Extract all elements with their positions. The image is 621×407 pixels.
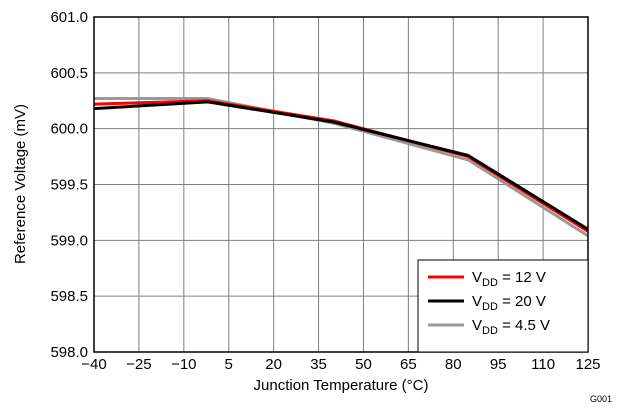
y-tick-label: 599.0 (50, 232, 88, 249)
y-tick-label: 601.0 (50, 9, 88, 26)
y-tick-label: 598.5 (50, 288, 88, 305)
x-tick-label: 80 (445, 356, 462, 373)
series-line (94, 100, 588, 231)
legend: VDD = 12 V VDD = 20 V VDD = 4.5 V (417, 259, 589, 353)
y-tick-label: 600.0 (50, 121, 88, 138)
x-tick-labels: −40 −25 −10 5 20 35 50 65 80 95 110 125 (81, 356, 600, 373)
x-tick-label: 125 (575, 356, 600, 373)
x-tick-label: −25 (126, 356, 151, 373)
x-tick-label: 20 (265, 356, 282, 373)
figure-id: G001 (590, 394, 612, 404)
y-tick-labels: 598.0 598.5 599.0 599.5 600.0 600.5 601.0 (50, 9, 88, 361)
x-tick-label: 65 (400, 356, 417, 373)
series-layer (94, 97, 588, 238)
x-tick-label: 5 (225, 356, 233, 373)
x-tick-label: 35 (310, 356, 327, 373)
x-tick-label: 110 (531, 356, 555, 373)
legend-box (417, 259, 589, 353)
legend-label: VDD = 4.5 V (472, 317, 550, 337)
x-tick-label: 95 (490, 356, 507, 373)
y-axis-title: Reference Voltage (mV) (12, 104, 29, 264)
x-tick-label: −10 (171, 356, 196, 373)
legend-label: VDD = 20 V (472, 293, 546, 313)
y-tick-label: 600.5 (50, 65, 88, 82)
y-tick-label: 599.5 (50, 177, 88, 194)
legend-label: VDD = 12 V (472, 269, 546, 289)
x-tick-label: 50 (355, 356, 372, 373)
x-tick-label: −40 (81, 356, 106, 373)
y-tick-label: 598.0 (50, 344, 88, 361)
plot-frame (93, 16, 589, 353)
x-axis-title: Junction Temperature (°C) (254, 377, 429, 394)
